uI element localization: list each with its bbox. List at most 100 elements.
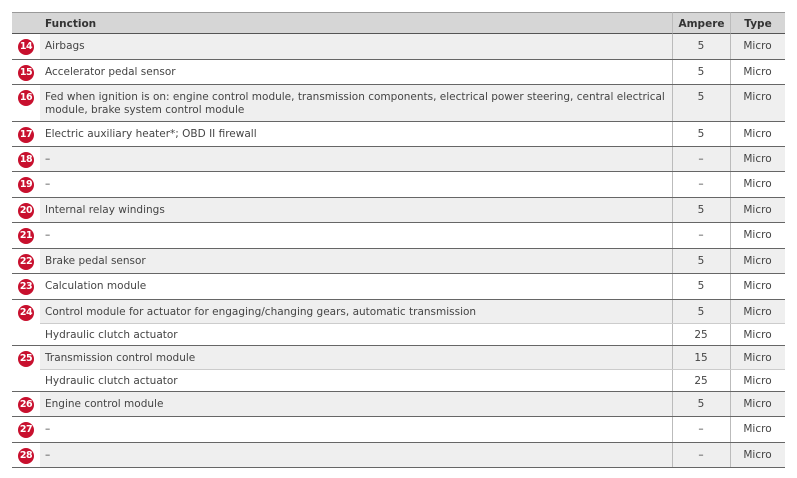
type-cell: Micro: [730, 369, 785, 392]
function-cell: Engine control module: [40, 392, 672, 417]
column-divider: [730, 300, 731, 323]
column-divider: [730, 60, 731, 85]
type-cell: Micro: [730, 34, 785, 60]
column-divider: [730, 122, 731, 147]
column-divider: [672, 34, 673, 60]
ampere-cell: 5: [672, 60, 730, 85]
ampere-cell: 25: [672, 323, 730, 346]
column-divider: [730, 85, 731, 122]
column-divider: [730, 392, 731, 417]
column-divider: [672, 274, 673, 300]
ampere-cell: –: [672, 417, 730, 443]
row-line: [12, 416, 785, 417]
row-line: [12, 391, 785, 392]
row-line: [12, 248, 785, 249]
function-cell: Fed when ignition is on: engine control …: [40, 85, 672, 122]
header-cell: [12, 12, 40, 34]
row-line: [12, 222, 785, 223]
type-cell: Micro: [730, 60, 785, 85]
column-divider: [672, 249, 673, 274]
item-number: 19: [18, 177, 34, 193]
function-cell: Internal relay windings: [40, 198, 672, 223]
row-line: [12, 121, 785, 122]
function-cell: –: [40, 443, 672, 468]
column-divider: [672, 346, 673, 369]
row-line: [12, 467, 785, 468]
function-cell: Airbags: [40, 34, 672, 60]
column-divider: [730, 417, 731, 443]
item-number: 25: [18, 351, 34, 367]
column-divider: [672, 223, 673, 249]
column-divider: [730, 323, 731, 346]
type-cell: Micro: [730, 172, 785, 198]
type-cell: Micro: [730, 346, 785, 369]
column-divider: [730, 223, 731, 249]
item-number: 26: [18, 397, 34, 413]
column-divider: [672, 122, 673, 147]
ampere-cell: 5: [672, 122, 730, 147]
item-number: 15: [18, 65, 34, 81]
type-cell: Micro: [730, 323, 785, 346]
sub-row-line: [40, 323, 785, 324]
column-divider: [672, 392, 673, 417]
column-divider: [672, 60, 673, 85]
row-line: [12, 273, 785, 274]
item-number: 20: [18, 203, 34, 219]
type-cell: Micro: [730, 443, 785, 468]
type-cell: Micro: [730, 274, 785, 300]
item-number: 24: [18, 305, 34, 321]
function-cell: Hydraulic clutch actuator: [40, 323, 672, 346]
ampere-cell: 5: [672, 274, 730, 300]
column-divider: [730, 369, 731, 392]
column-divider: [672, 443, 673, 468]
column-divider: [730, 147, 731, 172]
function-cell: Brake pedal sensor: [40, 249, 672, 274]
item-number: 14: [18, 39, 34, 55]
ampere-cell: 5: [672, 85, 730, 122]
type-cell: Micro: [730, 223, 785, 249]
function-cell: Accelerator pedal sensor: [40, 60, 672, 85]
function-cell: –: [40, 147, 672, 172]
function-cell: Electric auxiliary heater*; OBD II firew…: [40, 122, 672, 147]
column-divider: [730, 443, 731, 468]
item-number: 22: [18, 254, 34, 270]
column-divider: [672, 147, 673, 172]
ampere-cell: –: [672, 443, 730, 468]
type-cell: Micro: [730, 300, 785, 323]
item-number: 17: [18, 127, 34, 143]
header-type: Type: [730, 12, 785, 34]
ampere-cell: –: [672, 172, 730, 198]
type-cell: Micro: [730, 85, 785, 122]
ampere-cell: 5: [672, 392, 730, 417]
ampere-cell: 5: [672, 198, 730, 223]
item-number: 23: [18, 279, 34, 295]
sub-row-line: [40, 369, 785, 370]
ampere-cell: 5: [672, 249, 730, 274]
function-cell: Control module for actuator for engaging…: [40, 300, 672, 323]
ampere-cell: –: [672, 147, 730, 172]
type-cell: Micro: [730, 122, 785, 147]
item-number: 18: [18, 152, 34, 168]
row-line: [12, 197, 785, 198]
ampere-cell: –: [672, 223, 730, 249]
column-divider: [730, 172, 731, 198]
header-function: Function: [40, 12, 672, 34]
function-cell: Calculation module: [40, 274, 672, 300]
type-cell: Micro: [730, 249, 785, 274]
row-line: [12, 345, 785, 346]
ampere-cell: 15: [672, 346, 730, 369]
row-line: [12, 84, 785, 85]
type-cell: Micro: [730, 147, 785, 172]
type-cell: Micro: [730, 198, 785, 223]
function-cell: –: [40, 223, 672, 249]
column-divider: [672, 300, 673, 323]
function-cell: Transmission control module: [40, 346, 672, 369]
column-divider: [672, 172, 673, 198]
column-divider: [672, 417, 673, 443]
column-divider: [672, 323, 673, 346]
function-cell: –: [40, 172, 672, 198]
type-cell: Micro: [730, 392, 785, 417]
header-ampere: Ampere: [672, 12, 730, 34]
row-line: [12, 146, 785, 147]
